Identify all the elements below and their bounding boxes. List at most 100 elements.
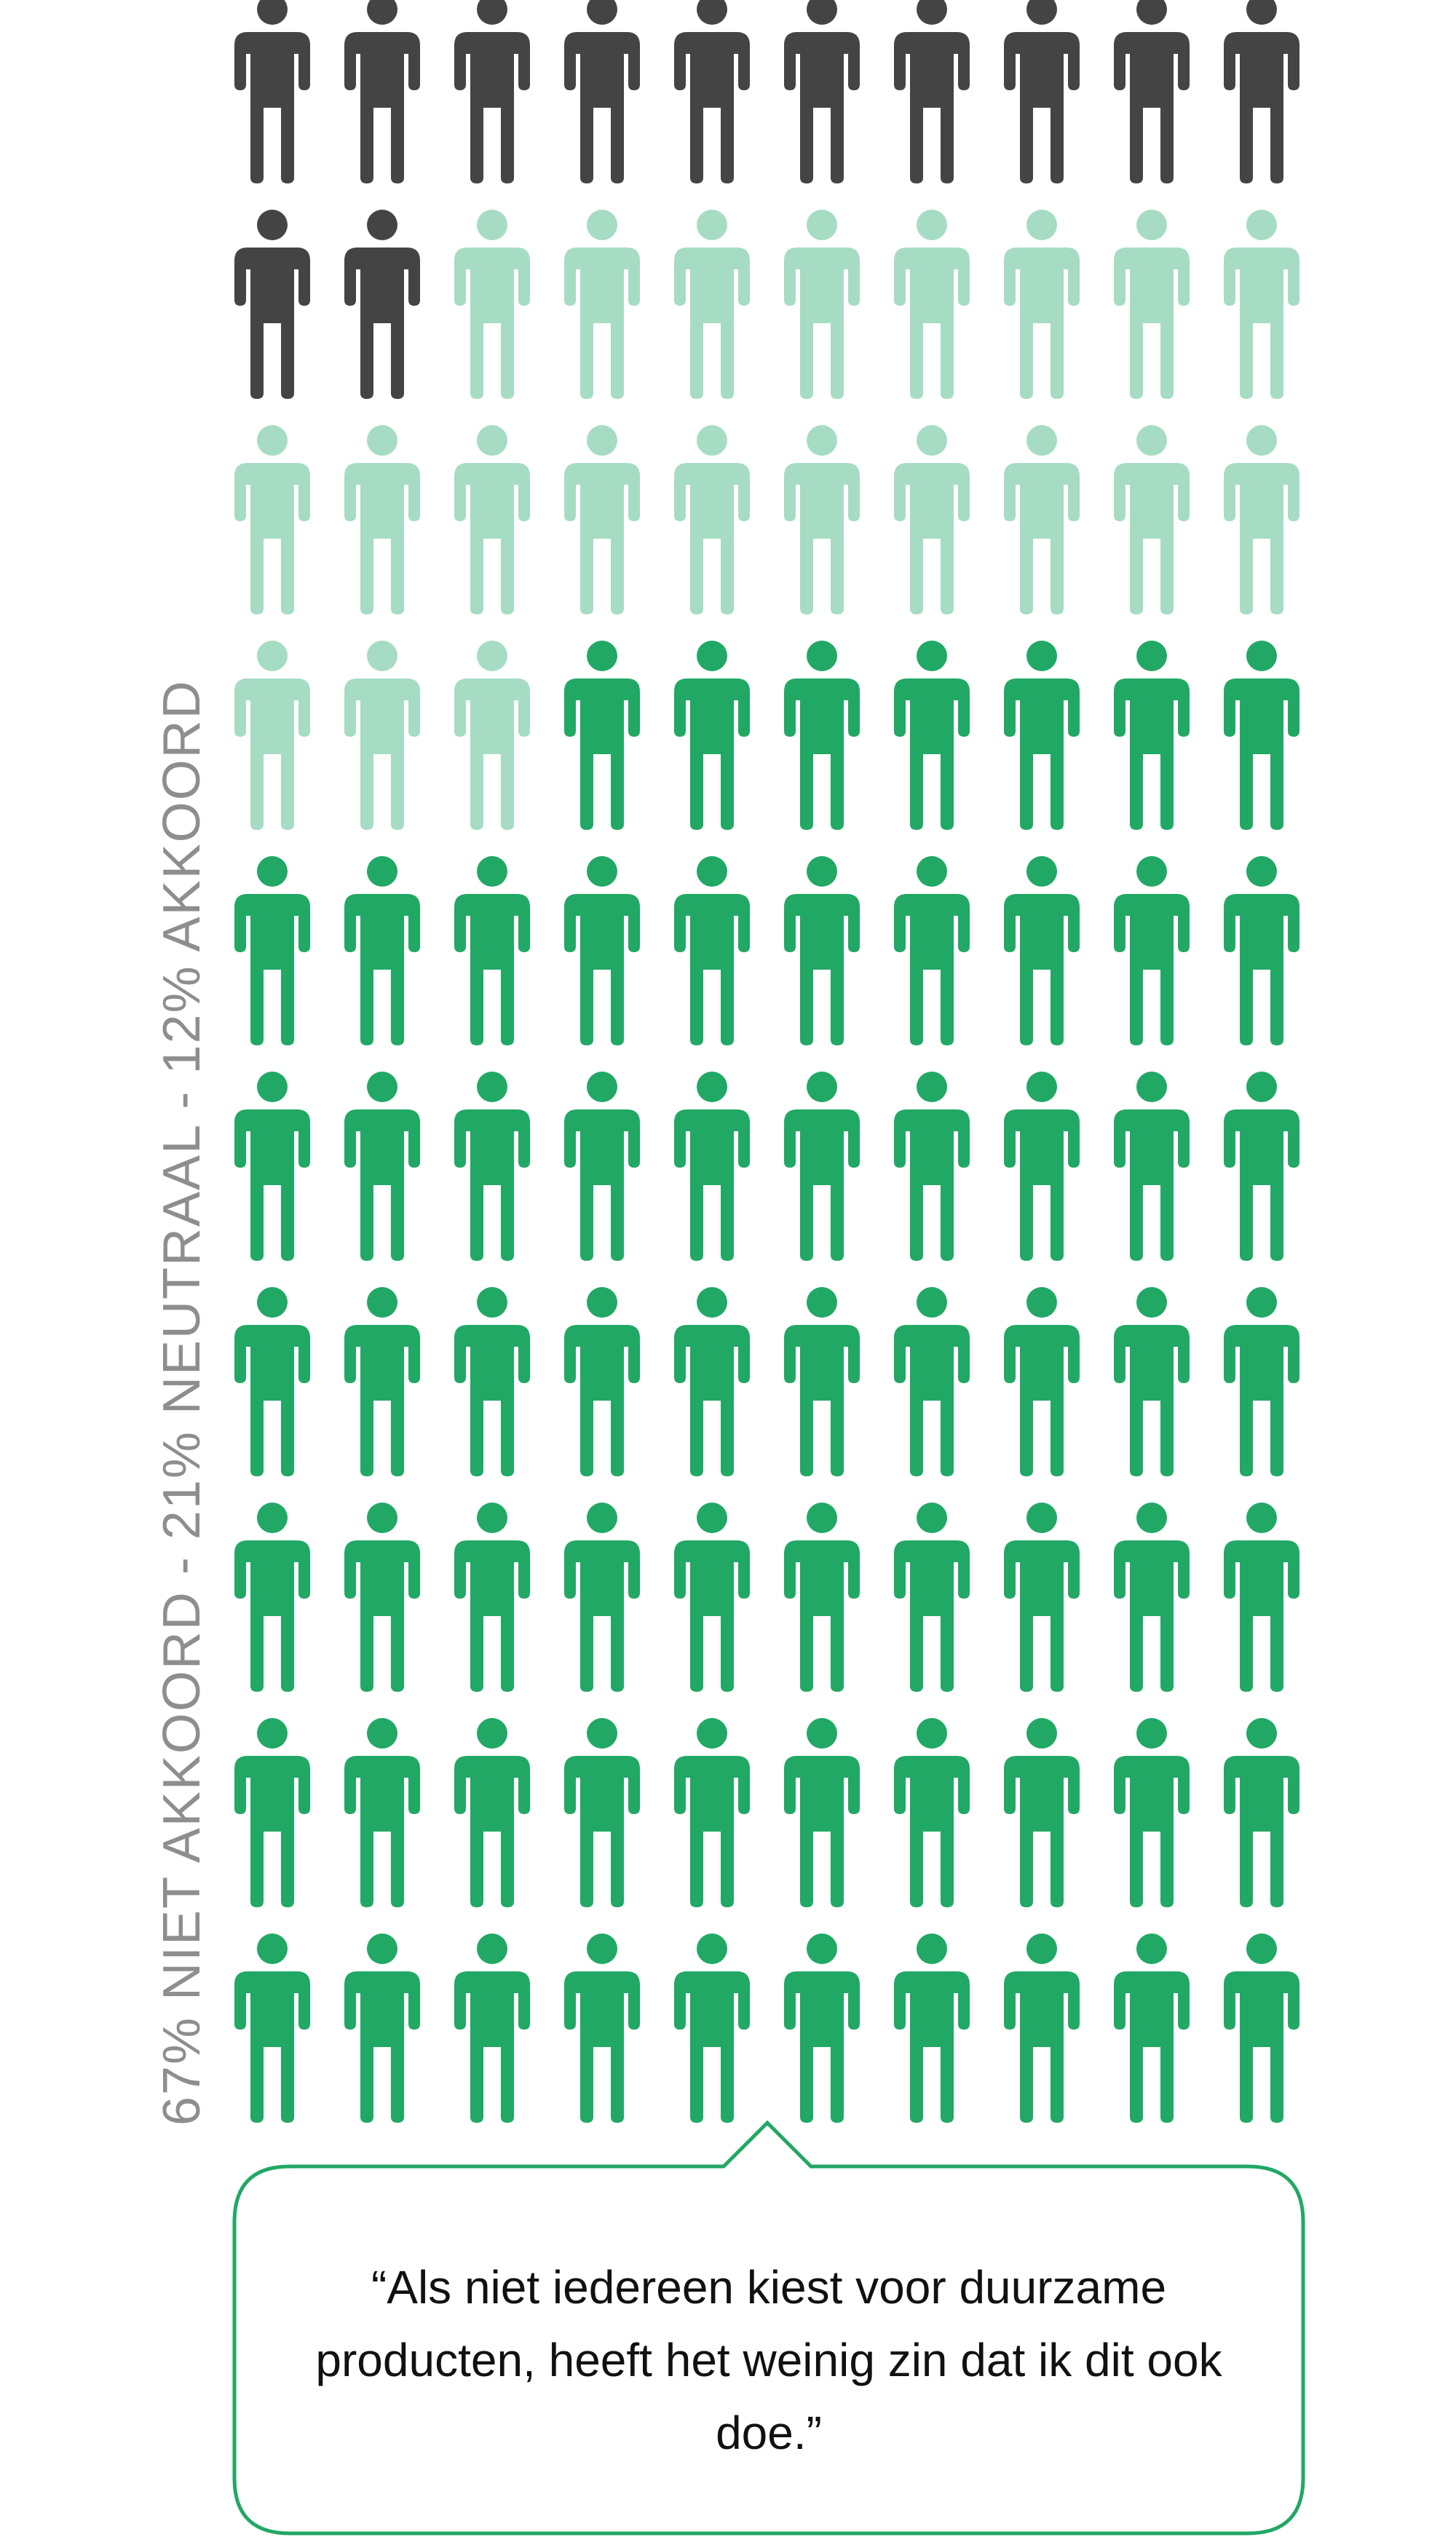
person-icon xyxy=(1004,856,1080,1045)
person-icon xyxy=(784,1072,860,1261)
person-icon xyxy=(1114,856,1190,1045)
person-icon xyxy=(1004,425,1080,614)
person-icon xyxy=(674,1287,750,1476)
person-icon xyxy=(1224,641,1299,830)
person-icon xyxy=(784,1934,860,2123)
person-icon xyxy=(344,1503,420,1692)
person-icon xyxy=(1004,1934,1080,2123)
person-icon xyxy=(344,0,420,183)
person-icon xyxy=(454,1718,530,1907)
person-icon xyxy=(564,641,640,830)
person-icon xyxy=(454,1503,530,1692)
person-icon xyxy=(1114,1287,1190,1476)
person-icon xyxy=(234,1072,310,1261)
person-icon xyxy=(454,1934,530,2123)
person-icon xyxy=(234,1934,310,2123)
person-icon xyxy=(234,1503,310,1692)
person-icon xyxy=(344,210,420,399)
person-icon xyxy=(454,641,530,830)
person-icon xyxy=(1224,1503,1299,1692)
person-icon xyxy=(894,0,970,183)
person-icon xyxy=(1114,641,1190,830)
person-icon xyxy=(784,1287,860,1476)
person-icon xyxy=(344,1718,420,1907)
person-icon xyxy=(894,641,970,830)
person-icon xyxy=(894,856,970,1045)
person-icon xyxy=(1004,1718,1080,1907)
person-icon xyxy=(454,425,530,614)
person-icon xyxy=(1224,1934,1299,2123)
person-icon xyxy=(674,1934,750,2123)
person-icon xyxy=(344,1287,420,1476)
person-icon xyxy=(564,425,640,614)
person-icon xyxy=(894,1934,970,2123)
person-icon xyxy=(784,1718,860,1907)
person-icon xyxy=(674,856,750,1045)
person-icon xyxy=(564,856,640,1045)
person-icon xyxy=(1004,1287,1080,1476)
person-icon xyxy=(674,1718,750,1907)
person-icon xyxy=(234,1287,310,1476)
person-icon xyxy=(564,1503,640,1692)
person-icon xyxy=(234,1718,310,1907)
person-icon xyxy=(1114,425,1190,614)
person-icon xyxy=(1224,425,1299,614)
person-icon xyxy=(784,641,860,830)
person-icon xyxy=(1004,1072,1080,1261)
person-icon xyxy=(454,0,530,183)
person-icon xyxy=(454,1072,530,1261)
person-icon xyxy=(564,1287,640,1476)
person-icon xyxy=(1004,210,1080,399)
person-icon xyxy=(1224,210,1299,399)
bubble-outline xyxy=(232,2120,1305,2536)
person-icon xyxy=(1224,1718,1299,1907)
person-grid xyxy=(234,0,1299,2123)
person-icon xyxy=(894,210,970,399)
person-icon xyxy=(454,856,530,1045)
person-icon xyxy=(1004,0,1080,183)
person-icon xyxy=(344,1934,420,2123)
person-icon xyxy=(454,210,530,399)
person-icon xyxy=(894,1503,970,1692)
person-icon xyxy=(234,425,310,614)
person-icon xyxy=(1224,856,1299,1045)
person-icon xyxy=(674,641,750,830)
person-icon xyxy=(784,1503,860,1692)
person-icon xyxy=(1004,641,1080,830)
person-icon xyxy=(234,856,310,1045)
person-icon xyxy=(894,1718,970,1907)
person-icon xyxy=(894,1072,970,1261)
person-icon xyxy=(344,1072,420,1261)
person-icon xyxy=(1224,1287,1299,1476)
person-icon xyxy=(344,425,420,614)
person-icon xyxy=(344,856,420,1045)
person-icon xyxy=(1114,0,1190,183)
side-label: 67% NIET AKKOORD - 21% NEUTRAAL - 12% AK… xyxy=(153,679,211,2126)
person-icon xyxy=(454,1287,530,1476)
person-icon xyxy=(1114,1718,1190,1907)
person-icon xyxy=(674,0,750,183)
person-icon xyxy=(1114,1503,1190,1692)
person-icon xyxy=(674,425,750,614)
person-icon xyxy=(1114,1072,1190,1261)
person-icon xyxy=(564,0,640,183)
person-icon xyxy=(674,1503,750,1692)
person-icon xyxy=(234,641,310,830)
person-icon xyxy=(234,210,310,399)
person-icon xyxy=(784,210,860,399)
person-icon xyxy=(564,1934,640,2123)
person-icon xyxy=(1114,210,1190,399)
person-icon xyxy=(564,1718,640,1907)
person-icon xyxy=(1224,1072,1299,1261)
person-icon xyxy=(894,425,970,614)
person-icon xyxy=(674,1072,750,1261)
person-icon xyxy=(564,1072,640,1261)
quote-bubble: “Als niet iedereen kiest voor duurzame p… xyxy=(232,2120,1306,2536)
person-icon xyxy=(784,0,860,183)
quote-text: “Als niet iedereen kiest voor duurzame p… xyxy=(315,2261,1222,2459)
person-icon xyxy=(564,210,640,399)
person-icon xyxy=(1224,0,1299,183)
person-icon xyxy=(1114,1934,1190,2123)
person-icon xyxy=(784,856,860,1045)
